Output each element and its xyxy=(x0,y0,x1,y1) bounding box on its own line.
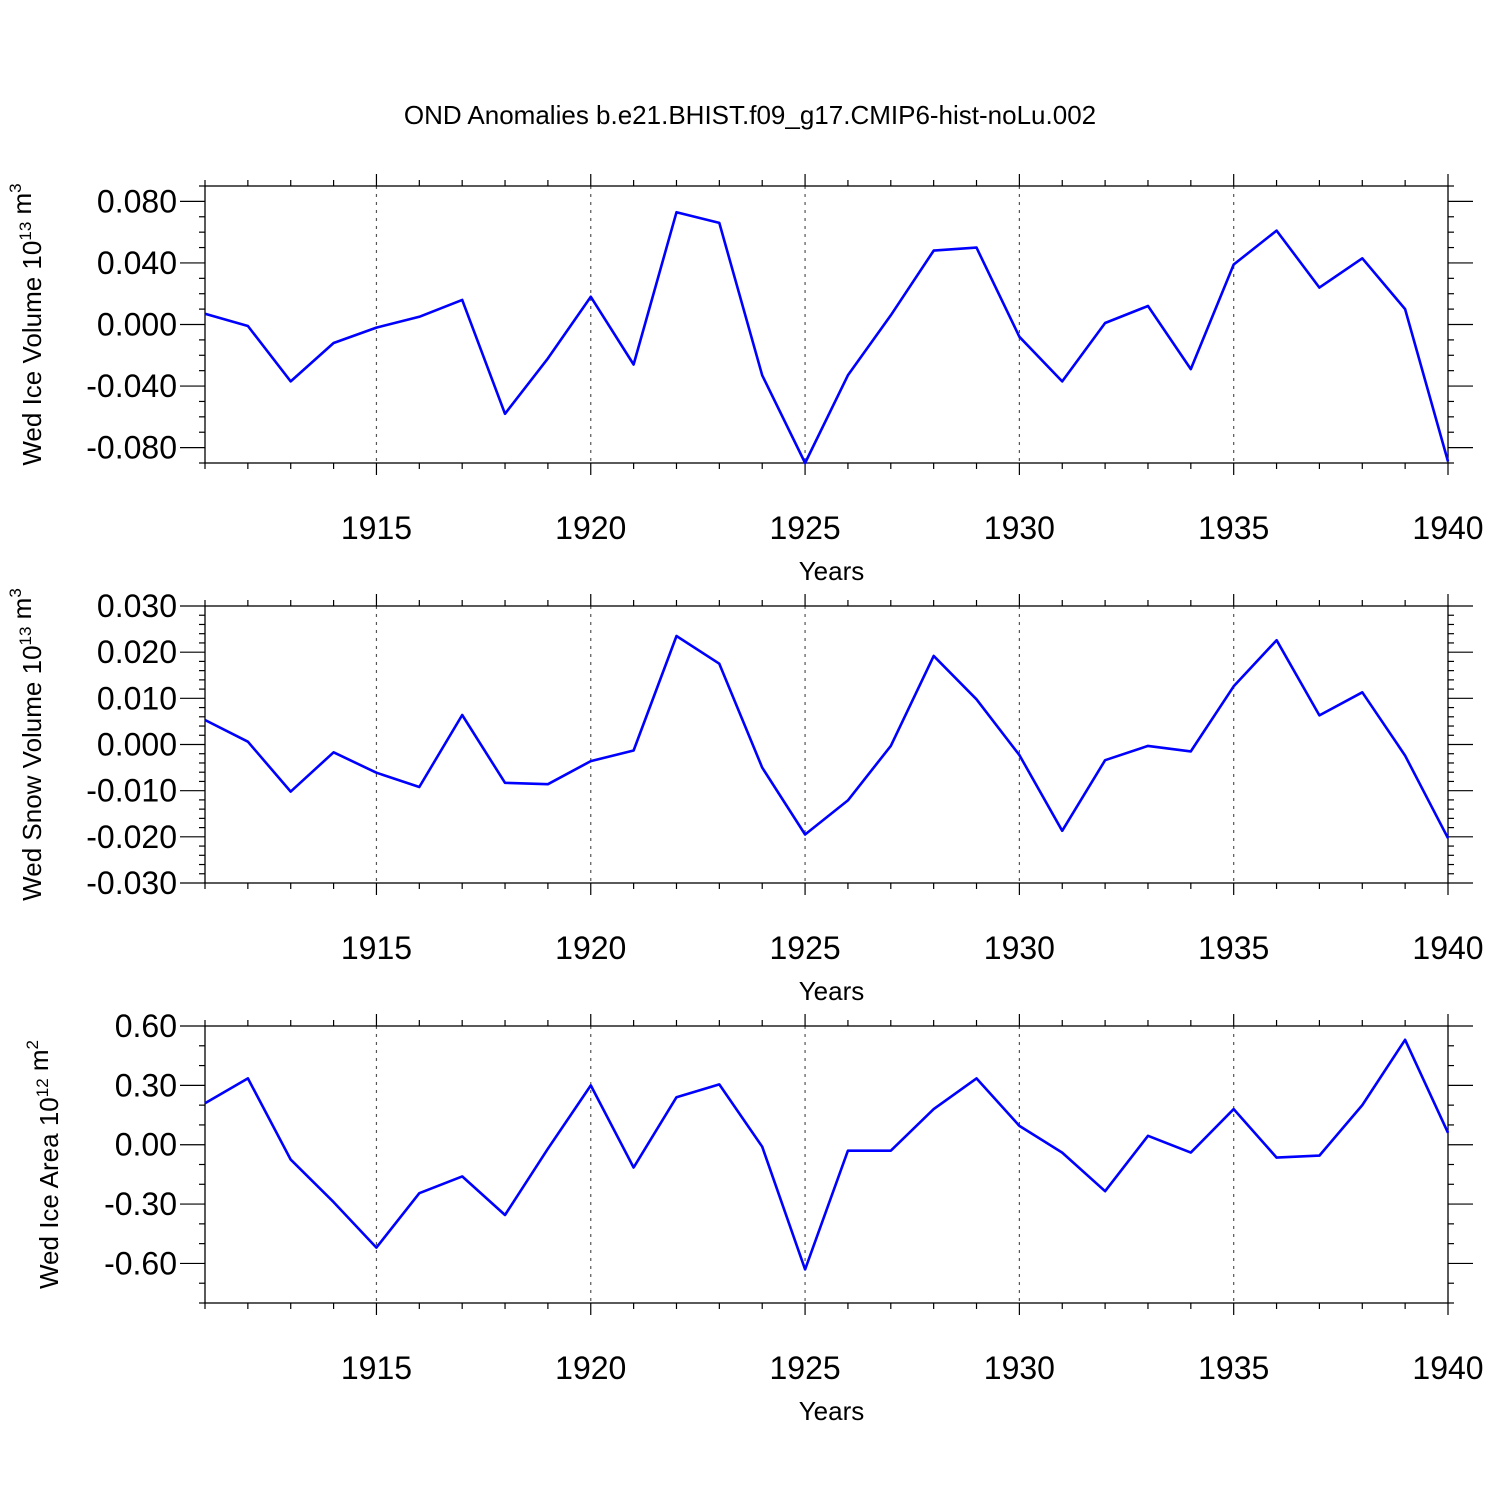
series-line xyxy=(204,1038,1450,1271)
x-axis-title: Years xyxy=(799,1396,865,1426)
y-tick-label: -0.030 xyxy=(86,865,177,901)
y-tick-label: -0.040 xyxy=(86,368,177,404)
panel-1: -0.080 -0.040 0.000 0.040 0.080 1915 1920 1925 1… xyxy=(6,174,1484,586)
y-axis-title-part: m xyxy=(7,193,37,222)
panel-2: -0.030 -0.020 -0.010 0.000 0.010 0.020 0.030 19… xyxy=(6,588,1484,1006)
x-tick-label: 1920 xyxy=(555,930,626,966)
x-tick-label: 1930 xyxy=(984,930,1055,966)
y-tick-label: 0.000 xyxy=(97,727,177,763)
x-tick-label: 1915 xyxy=(341,510,412,546)
y-axis-title-part: Wed Ice Area 10 xyxy=(34,1097,64,1289)
y-tick-label: -0.60 xyxy=(104,1245,177,1281)
x-tick-label: 1935 xyxy=(1198,510,1269,546)
plot-frame xyxy=(204,1025,1449,1304)
y-tick-label: -0.010 xyxy=(86,773,177,809)
y-tick-label: 0.60 xyxy=(115,1008,177,1044)
y-axis-title-exponent: 13 xyxy=(16,627,35,646)
y-axis-title-part: m xyxy=(7,598,37,627)
x-tick-label: 1940 xyxy=(1412,510,1483,546)
y-tick-label: 0.080 xyxy=(97,183,177,219)
x-axis-title: Years xyxy=(799,976,865,1006)
x-tick-label: 1920 xyxy=(555,510,626,546)
y-axis-title-exponent: 13 xyxy=(16,222,35,241)
y-tick-label: -0.30 xyxy=(104,1186,177,1222)
y-axis-title-part: Wed Snow Volume 10 xyxy=(17,645,47,900)
x-tick-label: 1925 xyxy=(769,930,840,966)
y-axis-title-exponent: 3 xyxy=(6,183,25,192)
y-axis-title-exponent: 2 xyxy=(23,1040,42,1049)
x-tick-label: 1925 xyxy=(769,1350,840,1386)
x-tick-label: 1925 xyxy=(769,510,840,546)
plot-frame xyxy=(204,605,1449,884)
y-tick-label: 0.00 xyxy=(115,1127,177,1163)
y-tick-label: 0.040 xyxy=(97,245,177,281)
y-tick-label: -0.080 xyxy=(86,430,177,466)
y-axis-title: Wed Ice Area 1012 m2 xyxy=(23,1040,64,1289)
series-line xyxy=(204,210,1450,465)
y-tick-label: 0.000 xyxy=(97,307,177,343)
y-axis-title-part: m xyxy=(24,1049,54,1078)
x-tick-label: 1940 xyxy=(1412,1350,1483,1386)
y-axis-title: Wed Ice Volume 1013 m3 xyxy=(6,183,47,465)
x-tick-label: 1915 xyxy=(341,1350,412,1386)
x-tick-label: 1935 xyxy=(1198,1350,1269,1386)
x-tick-label: 1930 xyxy=(984,1350,1055,1386)
y-tick-label: 0.020 xyxy=(97,634,177,670)
y-tick-label: -0.020 xyxy=(86,819,177,855)
x-tick-label: 1920 xyxy=(555,1350,626,1386)
y-tick-label: 0.30 xyxy=(115,1067,177,1103)
x-tick-label: 1930 xyxy=(984,510,1055,546)
x-tick-label: 1935 xyxy=(1198,930,1269,966)
y-axis-title-exponent: 12 xyxy=(33,1078,52,1097)
x-axis-title: Years xyxy=(799,556,865,586)
y-tick-label: 0.030 xyxy=(97,588,177,624)
y-tick-label: 0.010 xyxy=(97,680,177,716)
y-axis-title-part: Wed Ice Volume 10 xyxy=(17,241,47,466)
y-axis-title-exponent: 3 xyxy=(6,588,25,597)
x-tick-label: 1940 xyxy=(1412,930,1483,966)
series-line xyxy=(204,634,1450,839)
panel-3: -0.60 -0.30 0.00 0.30 0.60 1915 1920 1925 1930 19… xyxy=(23,1008,1484,1426)
y-axis-title: Wed Snow Volume 1013 m3 xyxy=(6,588,47,901)
chart-title: OND Anomalies b.e21.BHIST.f09_g17.CMIP6-… xyxy=(404,100,1096,130)
x-tick-label: 1915 xyxy=(341,930,412,966)
